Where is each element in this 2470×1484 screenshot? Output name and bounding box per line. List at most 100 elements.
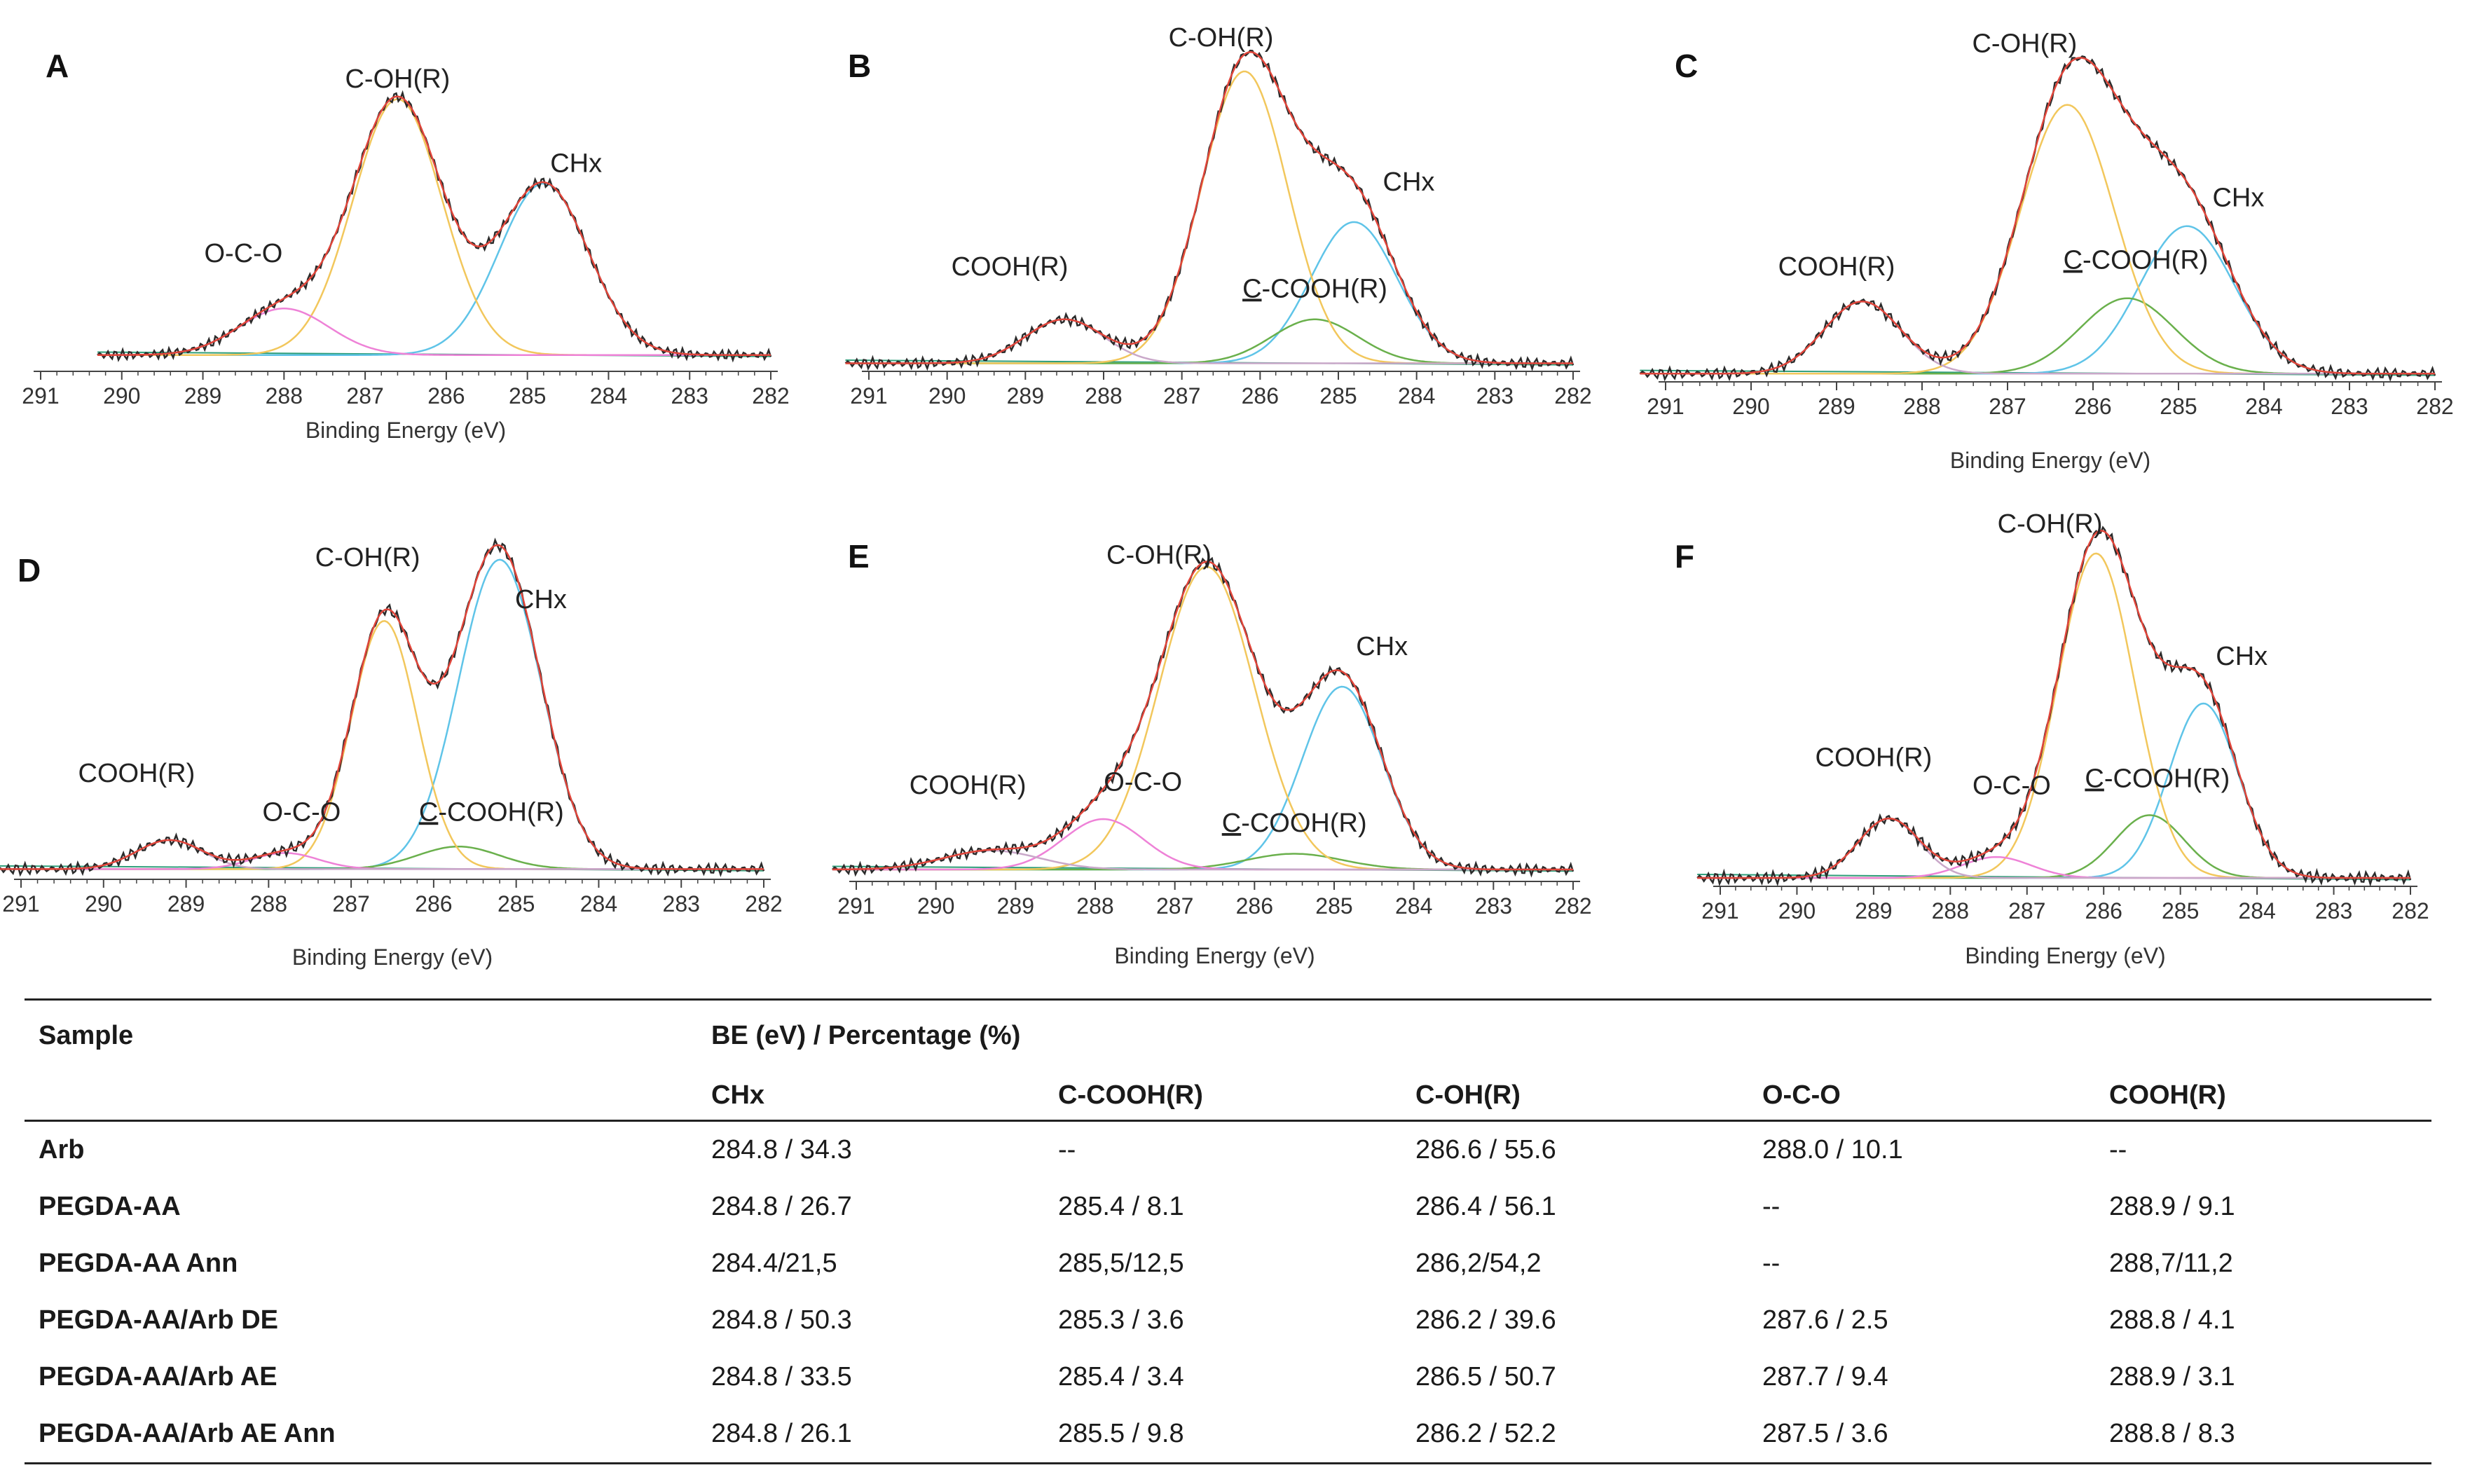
- x-tick-label: 288: [1903, 394, 1940, 419]
- peak-label: C-OH(R): [345, 64, 450, 94]
- peak-label: CHx: [2212, 184, 2264, 213]
- peak-label: C-COOH(R): [419, 797, 564, 827]
- value-cell: 284.8 / 33.5: [711, 1362, 852, 1392]
- table-row: Arb 284.8 / 34.3 -- 286.6 / 55.6 288.0 /…: [25, 1121, 2431, 1179]
- peak-label: C-OH(R): [1169, 23, 1274, 53]
- value-cell: 287.5 / 3.6: [1748, 1406, 2095, 1464]
- x-tick-label: 290: [928, 383, 966, 408]
- raw-spectrum: [1696, 525, 2412, 887]
- x-axis-label: Binding Energy (eV): [1950, 448, 2150, 473]
- value-cell: 286.4 / 56.1: [1415, 1192, 1556, 1221]
- x-tick-label: 282: [745, 891, 782, 916]
- component-peak-c-cooh-r-: [0, 845, 764, 870]
- x-tick-label: 285: [509, 383, 546, 408]
- peak-label: C-COOH(R): [1242, 274, 1387, 303]
- component-peak-chx: [1640, 225, 2435, 375]
- peak-label: C-COOH(R): [2064, 246, 2209, 275]
- peak-label: C-COOH(R): [1222, 809, 1367, 838]
- value-cell: --: [2109, 1135, 2127, 1164]
- column-header: O-C-O: [1748, 1071, 2095, 1122]
- x-tick-label: 288: [250, 891, 287, 916]
- x-tick-label: 286: [2074, 394, 2111, 419]
- peak-label: C-COOH(R): [2085, 764, 2230, 794]
- x-tick-label: 288: [266, 383, 303, 408]
- x-tick-label: 284: [590, 383, 627, 408]
- x-tick-label: 284: [2245, 394, 2282, 419]
- component-peak-cooh-r-: [1640, 301, 2435, 375]
- peak-label: C-OH(R): [315, 543, 420, 572]
- x-tick-label: 283: [2315, 898, 2352, 923]
- x-tick-label: 284: [580, 891, 617, 916]
- column-header: C-COOH(R): [1044, 1071, 1401, 1122]
- x-tick-label: 283: [1475, 893, 1512, 919]
- x-tick-label: 282: [1554, 383, 1591, 408]
- peak-label: COOH(R): [1816, 743, 1933, 773]
- value-cell: 284.8 / 34.3: [711, 1135, 852, 1164]
- peak-label: O-C-O: [1104, 768, 1182, 797]
- value-cell: 284.8 / 26.7: [711, 1192, 852, 1221]
- table-row: PEGDA-AA/Arb DE 284.8 / 50.3 285.3 / 3.6…: [25, 1292, 2431, 1349]
- value-cell: --: [1058, 1135, 1076, 1164]
- component-peak-c-oh-r-: [0, 620, 764, 870]
- value-cell: 284.8 / 26.1: [697, 1406, 1044, 1464]
- table-row: PEGDA-AA/Arb AE 284.8 / 33.5 285.4 / 3.4…: [25, 1349, 2431, 1406]
- component-peak-chx: [845, 221, 1573, 364]
- value-cell: 284.4/21,5: [711, 1249, 837, 1278]
- table-row: PEGDA-AA Ann 284.4/21,5 285,5/12,5 286,2…: [25, 1235, 2431, 1292]
- x-tick-label: 289: [1007, 383, 1044, 408]
- x-tick-label: 291: [837, 893, 874, 919]
- value-cell: 285.3 / 3.6: [1058, 1305, 1184, 1335]
- xps-figure: A 291 290 289 288 287 286 285 284 283 282 Binding E…: [0, 23, 2454, 970]
- panel-letter: A: [46, 48, 69, 84]
- x-tick-label: 288: [1932, 898, 1969, 923]
- value-cell: --: [1762, 1192, 1781, 1221]
- x-tick-label: 283: [1476, 383, 1514, 408]
- x-tick-label: 284: [1398, 383, 1435, 408]
- x-tick-label: 288: [1085, 383, 1122, 408]
- value-cell: 286.5 / 50.7: [1415, 1362, 1556, 1392]
- peak-label: COOH(R): [1778, 252, 1895, 282]
- x-tick-label: 291: [850, 383, 887, 408]
- peak-label: CHx: [1383, 167, 1435, 197]
- component-peak-chx: [1697, 702, 2410, 879]
- value-cell: 286.2 / 52.2: [1401, 1406, 1748, 1464]
- x-tick-label: 285: [2160, 394, 2197, 419]
- x-tick-label: 286: [415, 891, 452, 916]
- sample-cell: Arb: [39, 1135, 85, 1164]
- x-tick-label: 284: [1395, 893, 1432, 919]
- x-tick-label: 282: [1554, 893, 1591, 919]
- peak-label: C-OH(R): [1972, 29, 2077, 59]
- fit-envelope: [845, 51, 1573, 364]
- x-tick-label: 291: [1647, 394, 1684, 419]
- value-cell: 286,2/54,2: [1415, 1249, 1542, 1278]
- value-cell: 286.2 / 39.6: [1415, 1305, 1556, 1335]
- panel-letter: B: [848, 48, 871, 84]
- peak-label: CHx: [2216, 642, 2267, 671]
- x-tick-label: 286: [427, 383, 465, 408]
- component-peak-c-oh-r-: [845, 70, 1573, 364]
- sample-cell: PEGDA-AA/Arb AE: [39, 1362, 277, 1392]
- value-cell: 285.4 / 8.1: [1058, 1192, 1184, 1221]
- value-cell: 287.6 / 2.5: [1762, 1305, 1888, 1335]
- peak-label: CHx: [550, 149, 602, 178]
- table-row: PEGDA-AA/Arb AE Ann 284.8 / 26.1 285.5 /…: [25, 1406, 2431, 1464]
- component-peak-c-oh-r-: [1640, 104, 2435, 375]
- peak-assignment-table: Sample BE (eV) / Percentage (%) CHx C-CO…: [25, 998, 2431, 1464]
- sample-cell: PEGDA-AA Ann: [39, 1249, 238, 1278]
- x-tick-label: 290: [1778, 898, 1816, 923]
- x-tick-label: 283: [663, 891, 700, 916]
- sample-cell: PEGDA-AA/Arb DE: [39, 1305, 279, 1335]
- fit-envelope: [0, 544, 764, 870]
- peak-label: COOH(R): [910, 771, 1027, 800]
- x-tick-label: 287: [332, 891, 369, 916]
- peak-label: C-OH(R): [1106, 541, 1212, 570]
- x-tick-label: 287: [1163, 383, 1200, 408]
- x-tick-label: 285: [1315, 893, 1352, 919]
- x-tick-label: 282: [2392, 898, 2429, 923]
- x-tick-label: 287: [2008, 898, 2045, 923]
- peak-label: O-C-O: [263, 797, 341, 827]
- peak-label: COOH(R): [78, 759, 195, 788]
- x-tick-label: 289: [1818, 394, 1855, 419]
- component-peak-cooh-r-: [1697, 818, 2410, 879]
- fit-envelope: [1697, 530, 2410, 879]
